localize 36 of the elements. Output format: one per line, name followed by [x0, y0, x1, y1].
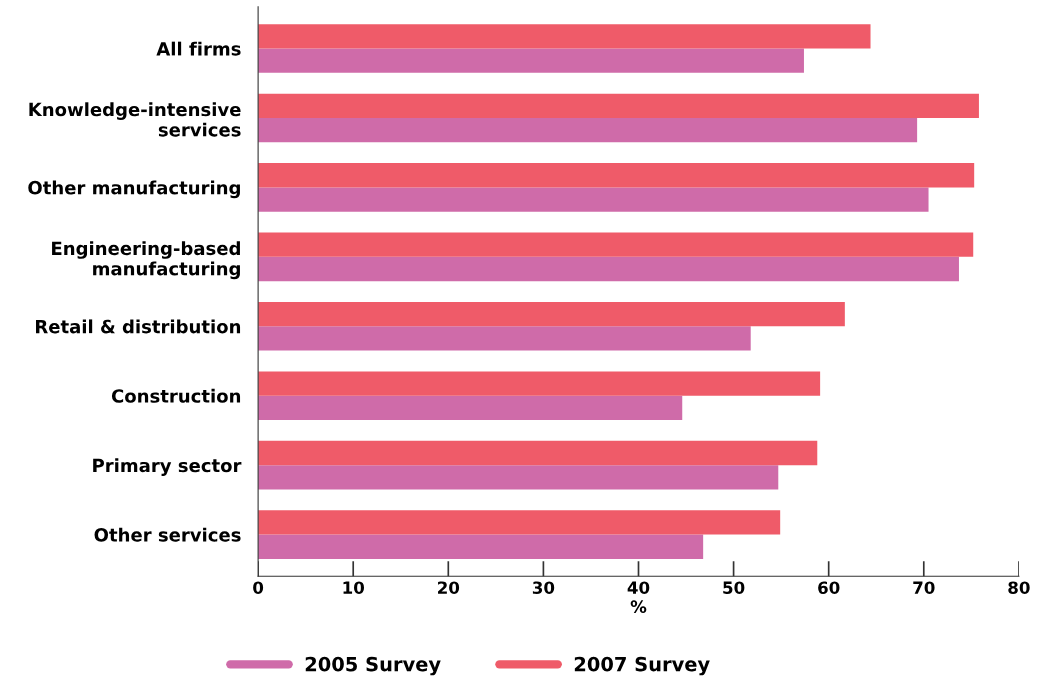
bar — [258, 371, 821, 396]
x-tick-label: 40 — [627, 581, 650, 594]
y-tick-label: Retail & distribution — [36, 319, 241, 334]
x-tick-label: 10 — [343, 581, 365, 594]
bar — [258, 440, 818, 466]
bar — [258, 232, 974, 257]
bar — [258, 187, 929, 212]
y-tick-label: Other manufacturing — [28, 180, 240, 199]
y-tick-label: All firms — [156, 41, 241, 56]
y-tick-label: Knowledge-intensive services — [29, 102, 241, 137]
x-tick-label: 20 — [438, 581, 460, 594]
x-tick-label: 50 — [723, 581, 745, 594]
bar — [258, 395, 683, 421]
x-axis-title: % — [630, 600, 647, 613]
x-tick-label: 80 — [1008, 581, 1030, 594]
bar — [258, 163, 975, 188]
x-tick-label: 60 — [818, 581, 840, 594]
x-tick-label: 0 — [253, 581, 264, 594]
x-tick-label: 70 — [913, 581, 935, 594]
bar — [258, 510, 781, 535]
bar — [258, 93, 979, 118]
bar — [258, 326, 751, 351]
x-tick-label: 30 — [532, 581, 555, 594]
legend-label: 2005 Survey — [305, 656, 441, 676]
y-tick-label: Primary sector — [93, 458, 242, 476]
bar — [258, 117, 918, 143]
bar — [258, 48, 804, 73]
bar — [258, 465, 779, 490]
y-tick-label: Construction — [111, 388, 241, 403]
bar — [258, 534, 704, 559]
bar — [258, 301, 845, 327]
y-tick-label: Other services — [94, 527, 241, 542]
y-tick-label: Engineering-based manufacturing — [52, 241, 240, 280]
bar — [258, 24, 871, 49]
legend-label: 2007 Survey — [574, 656, 710, 676]
bar — [258, 256, 959, 282]
